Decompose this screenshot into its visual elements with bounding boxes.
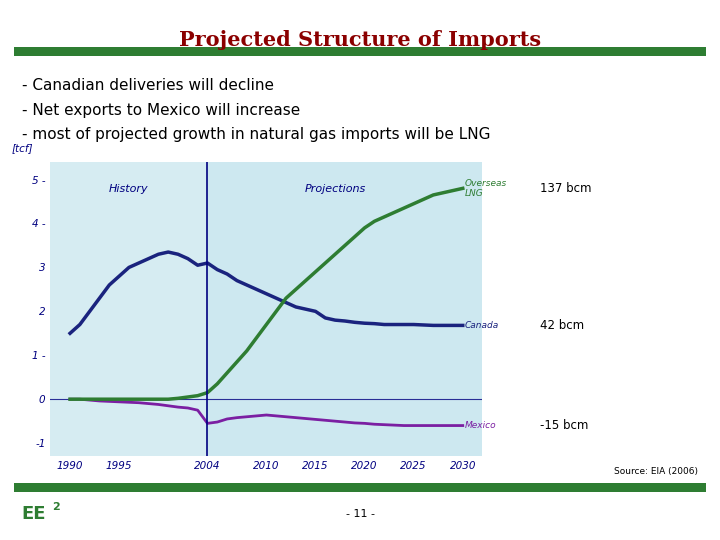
Text: History: History	[109, 184, 149, 194]
Text: Mexico: Mexico	[464, 421, 496, 430]
Text: 42 bcm: 42 bcm	[540, 319, 584, 332]
Text: - Net exports to Mexico will increase: - Net exports to Mexico will increase	[22, 103, 300, 118]
Text: Canada: Canada	[464, 321, 499, 330]
Text: - 11 -: - 11 -	[346, 509, 374, 519]
Text: - Canadian deliveries will decline: - Canadian deliveries will decline	[22, 78, 274, 93]
Text: Source: EIA (2006): Source: EIA (2006)	[614, 467, 698, 476]
Text: 137 bcm: 137 bcm	[540, 182, 592, 195]
Text: EE: EE	[22, 505, 46, 523]
Text: [tcf]: [tcf]	[12, 143, 33, 153]
Text: -15 bcm: -15 bcm	[540, 419, 588, 432]
Text: Projections: Projections	[305, 184, 366, 194]
Bar	[50, 162, 207, 456]
Text: Overseas
LNG: Overseas LNG	[464, 179, 507, 198]
Text: 2: 2	[52, 502, 60, 511]
Text: Projected Structure of Imports: Projected Structure of Imports	[179, 30, 541, 50]
Text: - most of projected growth in natural gas imports will be LNG: - most of projected growth in natural ga…	[22, 127, 490, 142]
